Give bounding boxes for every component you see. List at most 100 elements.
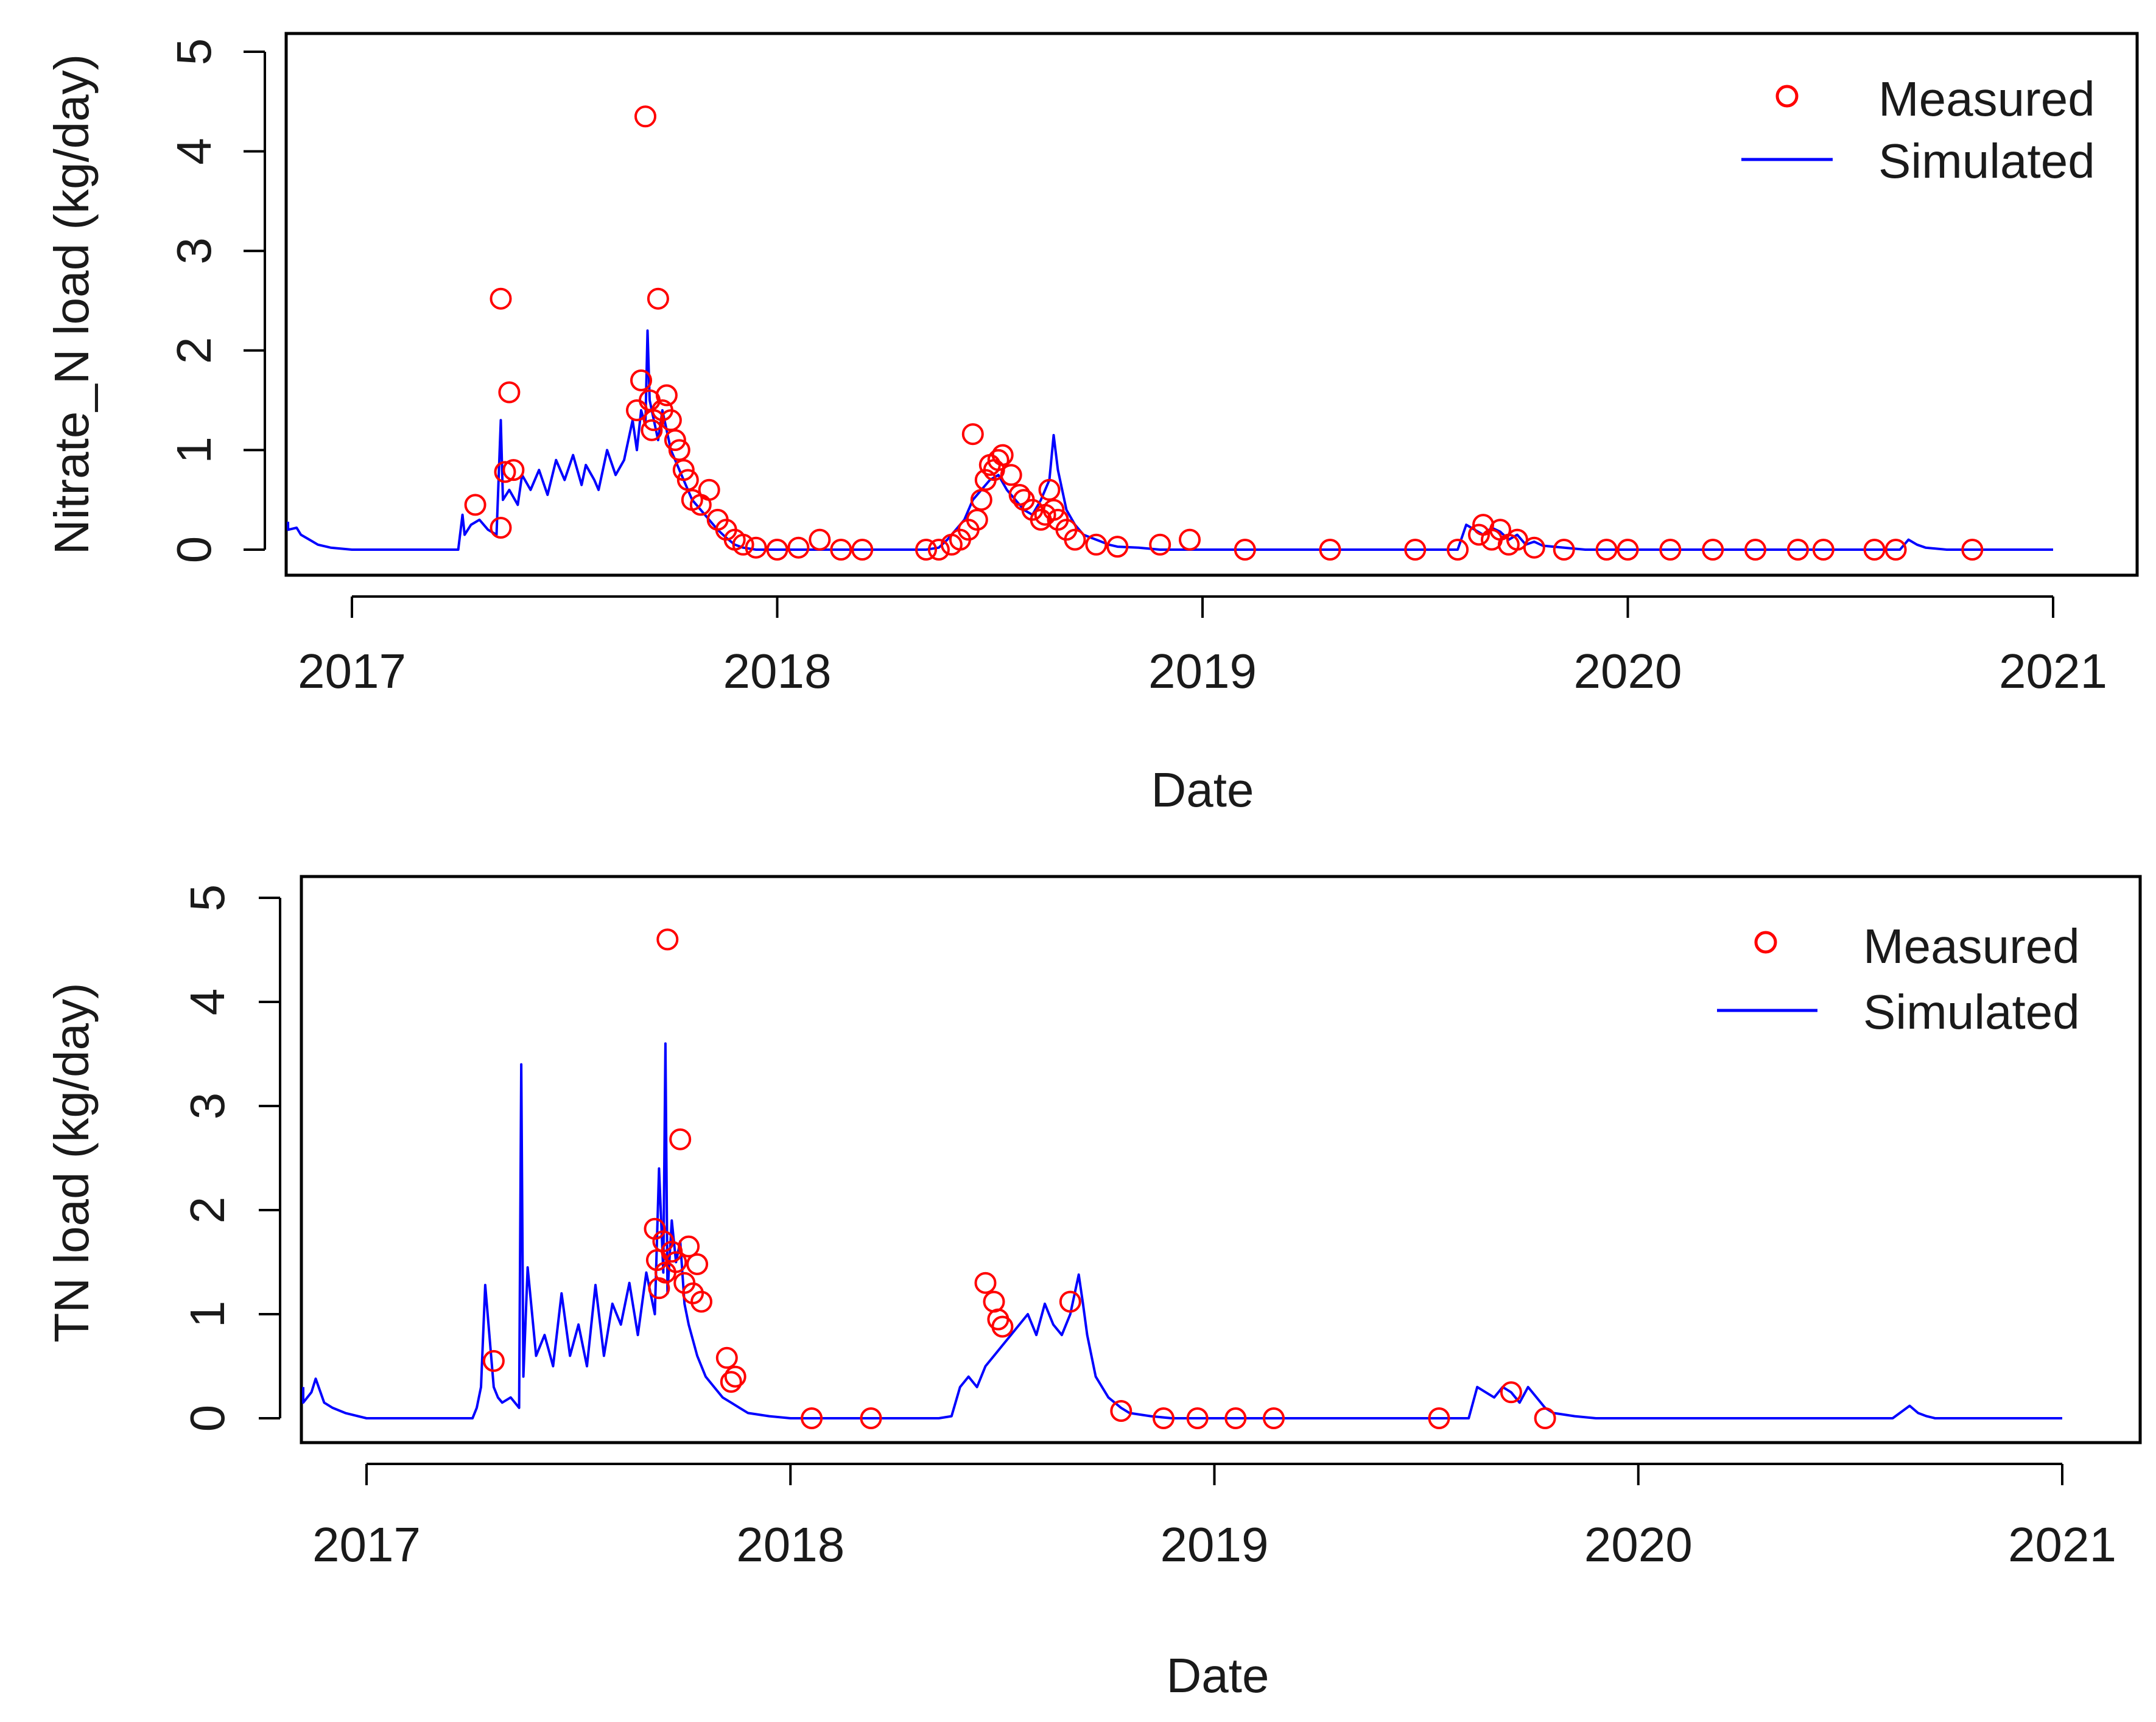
measured-point-nitrate (1064, 528, 1086, 551)
legend-measured-marker-tn (1754, 931, 1777, 954)
y-axis-label-tn: TN load (kg/day) (44, 982, 99, 1342)
y-axis-label-nitrate: Nitrate_N load (kg/day) (44, 54, 99, 555)
x-tick-label-tn: 2019 (1161, 1517, 1269, 1572)
measured-point-tn (1500, 1381, 1522, 1404)
x-tick-label-nitrate: 2018 (723, 644, 832, 698)
measured-point-nitrate (787, 536, 810, 559)
measured-point-tn (656, 928, 679, 951)
measured-point-nitrate (698, 478, 720, 501)
measured-point-nitrate (1863, 539, 1886, 561)
measured-point-tn (1428, 1407, 1450, 1429)
measured-point-nitrate (1042, 499, 1065, 521)
measured-point-tn (1224, 1407, 1247, 1429)
legend-simulated-label-tn: Simulated (1863, 985, 2080, 1039)
measured-point-nitrate (745, 536, 767, 559)
x-tick-label-nitrate: 2020 (1574, 644, 1682, 698)
measured-point-nitrate (966, 508, 988, 531)
measured-point-tn (669, 1128, 692, 1150)
measured-point-nitrate (1553, 539, 1575, 561)
measured-point-nitrate (809, 528, 831, 551)
measured-point-nitrate (641, 419, 663, 441)
panel-nitrate: 0 1 2 3 4 5 2017 2018 2019 2020 2021 Nitrate_N lo… (44, 32, 2139, 817)
measured-point-tn (720, 1371, 742, 1393)
measured-point-nitrate (1234, 539, 1256, 561)
y-axis-nitrate: 0 1 2 3 4 5 (167, 38, 266, 564)
measured-point-nitrate (668, 439, 690, 461)
measured-point-nitrate (732, 533, 754, 556)
measured-point-tn (665, 1251, 687, 1273)
measured-point-tn (1059, 1290, 1081, 1313)
measured-point-nitrate (464, 494, 486, 516)
y-tick-label-nitrate: 4 (167, 138, 221, 165)
measured-point-tn (724, 1365, 746, 1388)
measured-point-tn (974, 1272, 997, 1294)
y-tick-label-tn: 0 (180, 1405, 234, 1432)
measured-point-nitrate (987, 449, 1010, 471)
x-tick-label-nitrate: 2017 (298, 644, 406, 698)
measured-point-nitrate (1884, 539, 1907, 561)
measured-point-nitrate (502, 459, 525, 481)
legend-tn: Measured Simulated (1717, 919, 2080, 1039)
measured-point-tn (860, 1407, 882, 1429)
measured-point-nitrate (1961, 539, 1984, 561)
measured-point-nitrate (1702, 539, 1724, 561)
y-tick-label-tn: 5 (180, 884, 234, 912)
measured-point-tn (715, 1346, 738, 1369)
measured-point-nitrate (676, 469, 699, 491)
y-tick-label-nitrate: 0 (167, 536, 221, 564)
measured-point-nitrate (1319, 539, 1341, 561)
measured-series-tn (482, 928, 1556, 1429)
measured-point-tn (801, 1407, 823, 1429)
measured-point-nitrate (1744, 539, 1766, 561)
x-axis-label-tn: Date (1167, 1648, 1269, 1703)
plot-frame-tn (300, 875, 2142, 1444)
measured-point-nitrate (1000, 464, 1022, 486)
measured-point-nitrate (1659, 539, 1682, 561)
measured-point-tn (1186, 1407, 1209, 1429)
measured-point-nitrate (851, 539, 874, 561)
measured-point-nitrate (1617, 539, 1639, 561)
x-tick-label-tn: 2020 (1584, 1517, 1693, 1572)
y-axis-tn: 0 1 2 3 4 5 (180, 884, 281, 1432)
measured-point-nitrate (1085, 533, 1108, 556)
y-tick-label-tn: 1 (180, 1301, 234, 1328)
legend-simulated-label-nitrate: Simulated (1878, 134, 2095, 188)
measured-point-nitrate (1812, 539, 1835, 561)
legend-measured-label-nitrate: Measured (1878, 72, 2095, 126)
measured-point-nitrate (498, 381, 521, 404)
legend-nitrate: Measured Simulated (1741, 72, 2095, 188)
measured-point-nitrate (915, 539, 937, 561)
measured-point-nitrate (634, 105, 656, 128)
measured-point-tn (686, 1253, 709, 1275)
measured-point-tn (678, 1235, 700, 1258)
measured-point-nitrate (1404, 539, 1427, 561)
y-tick-label-tn: 4 (180, 989, 234, 1016)
measured-point-tn (690, 1290, 712, 1313)
measured-point-nitrate (672, 459, 695, 481)
measured-point-nitrate (1179, 528, 1201, 551)
panel-tn: 0 1 2 3 4 5 2017 2018 2019 2020 2021 TN load (kg/… (44, 875, 2142, 1703)
x-tick-label-tn: 2021 (2008, 1517, 2116, 1572)
y-tick-label-nitrate: 2 (167, 337, 221, 365)
measured-point-nitrate (830, 539, 852, 561)
x-axis-label-nitrate: Date (1151, 763, 1254, 817)
measured-point-nitrate (630, 369, 652, 391)
y-tick-label-nitrate: 1 (167, 436, 221, 464)
y-tick-label-tn: 2 (180, 1197, 234, 1224)
measured-point-nitrate (655, 384, 678, 407)
x-tick-label-nitrate: 2021 (1999, 644, 2107, 698)
y-tick-label-nitrate: 5 (167, 38, 221, 66)
measured-point-tn (482, 1349, 505, 1372)
measured-point-nitrate (970, 489, 992, 511)
measured-point-tn (1110, 1400, 1132, 1422)
measured-point-nitrate (494, 461, 516, 483)
measured-point-nitrate (1008, 484, 1031, 506)
x-tick-label-tn: 2017 (312, 1517, 421, 1572)
measured-point-nitrate (1595, 539, 1618, 561)
measured-point-tn (1153, 1407, 1175, 1429)
measured-point-tn (1534, 1407, 1556, 1429)
measured-point-nitrate (961, 423, 984, 446)
measured-point-nitrate (1786, 539, 1809, 561)
x-tick-label-tn: 2018 (736, 1517, 844, 1572)
